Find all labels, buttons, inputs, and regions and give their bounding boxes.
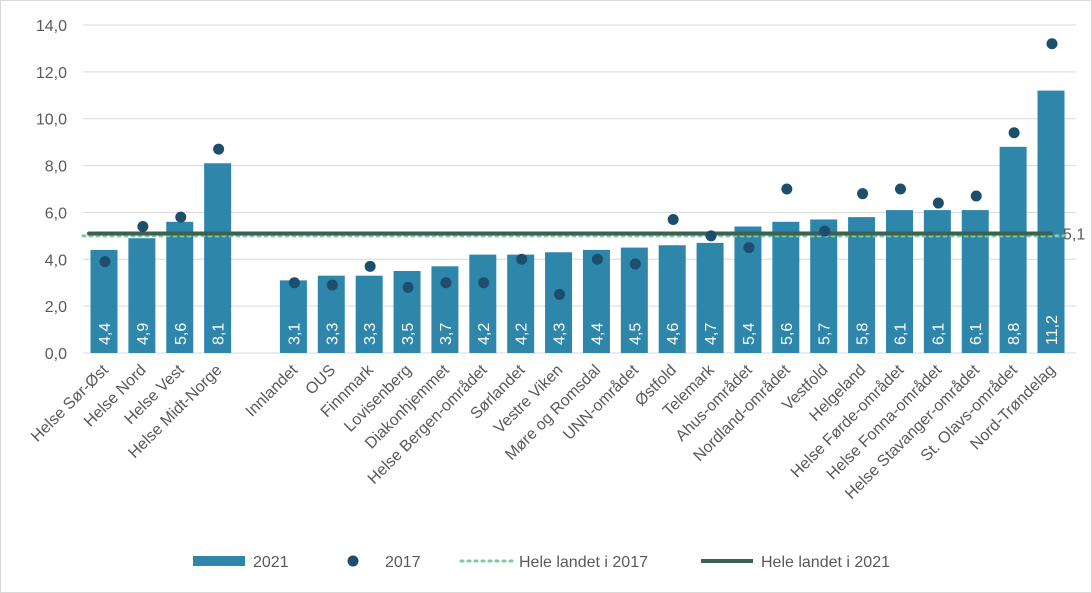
bar [696,242,724,353]
dot-2017 [99,256,111,268]
bar-data-label: 3,7 [438,323,455,345]
bar-data-label: 4,2 [514,323,531,345]
bar-data-label: 5,6 [779,323,796,345]
dot-2017 [705,230,717,242]
dot-2017 [478,277,490,289]
dot-2017 [326,279,338,291]
bar-data-label: 4,3 [552,323,569,345]
legend-label: Hele landet i 2017 [519,554,648,571]
dot-2017 [554,288,566,300]
bar-data-label: 8,8 [1006,323,1023,345]
dot-2017 [137,220,149,232]
y-tick-label: 14,0 [36,18,67,35]
bar [848,217,876,353]
dot-2017 [819,225,831,237]
bar-data-label: 4,9 [135,323,152,345]
y-tick-label: 6,0 [45,205,67,222]
bar [1037,90,1065,353]
dot-2017 [932,197,944,209]
dot-2017 [667,213,679,225]
bar-data-label: 4,4 [97,323,114,345]
y-tick-label: 0,0 [45,346,67,363]
bar [166,221,194,353]
dot-2017 [970,190,982,202]
bar [999,146,1027,353]
y-tick-label: 12,0 [36,65,67,82]
y-tick-label: 8,0 [45,159,67,176]
bar-data-label: 8,1 [211,323,228,345]
y-tick-label: 2,0 [45,299,67,316]
dot-2017 [743,242,755,254]
bar [204,163,232,353]
bar [507,254,535,353]
dot-2017 [781,183,793,195]
bar-data-label: 5,8 [855,323,872,345]
y-tick-label: 10,0 [36,112,67,129]
dot-2017 [288,277,300,289]
bar-data-label: 6,1 [968,323,985,345]
bar-data-label: 6,1 [892,323,909,345]
bar-data-label: 5,6 [173,323,190,345]
dot-2017 [175,211,187,223]
line-data-label: 5,1 [1063,227,1085,244]
bar-data-label: 6,1 [930,323,947,345]
dot-2017 [516,253,528,265]
bar-data-label: 5,7 [817,323,834,345]
bar-data-label: 4,5 [627,323,644,345]
legend-swatch-2021 [193,556,245,566]
dot-2017 [1008,127,1020,139]
dot-2017 [440,277,452,289]
bar-data-label: 11,2 [1044,315,1061,345]
dot-2017 [364,260,376,272]
bar [810,219,838,353]
legend-swatch-2017 [347,555,359,567]
bar-data-label: 5,4 [741,323,758,345]
legend-label: 2021 [253,554,289,571]
dot-2017 [1046,38,1058,50]
legend-label: 2017 [385,554,421,571]
y-tick-label: 4,0 [45,252,67,269]
bar [582,249,610,353]
dot-2017 [402,281,414,293]
bar [772,221,800,353]
dot-2017 [591,253,603,265]
dot-2017 [857,188,869,200]
dot-2017 [629,258,641,270]
dot-2017 [213,143,225,155]
legend-label: Hele landet i 2021 [761,554,890,571]
bar-data-label: 3,3 [324,323,341,345]
bar [355,275,383,353]
x-tick-label: Innlandet [243,361,302,420]
bar [90,249,118,353]
bar-data-label: 3,3 [362,323,379,345]
dot-2017 [894,183,906,195]
bar-data-label: 3,1 [286,323,303,345]
bar-data-label: 3,5 [400,323,417,345]
bar [279,280,307,353]
bar [658,245,686,353]
bar [128,238,156,353]
bar [469,254,497,353]
bar-data-label: 4,2 [476,323,493,345]
bar-data-label: 4,6 [665,323,682,345]
bar-data-label: 4,7 [703,323,720,345]
bar-data-label: 4,4 [589,323,606,345]
bar [545,252,573,353]
